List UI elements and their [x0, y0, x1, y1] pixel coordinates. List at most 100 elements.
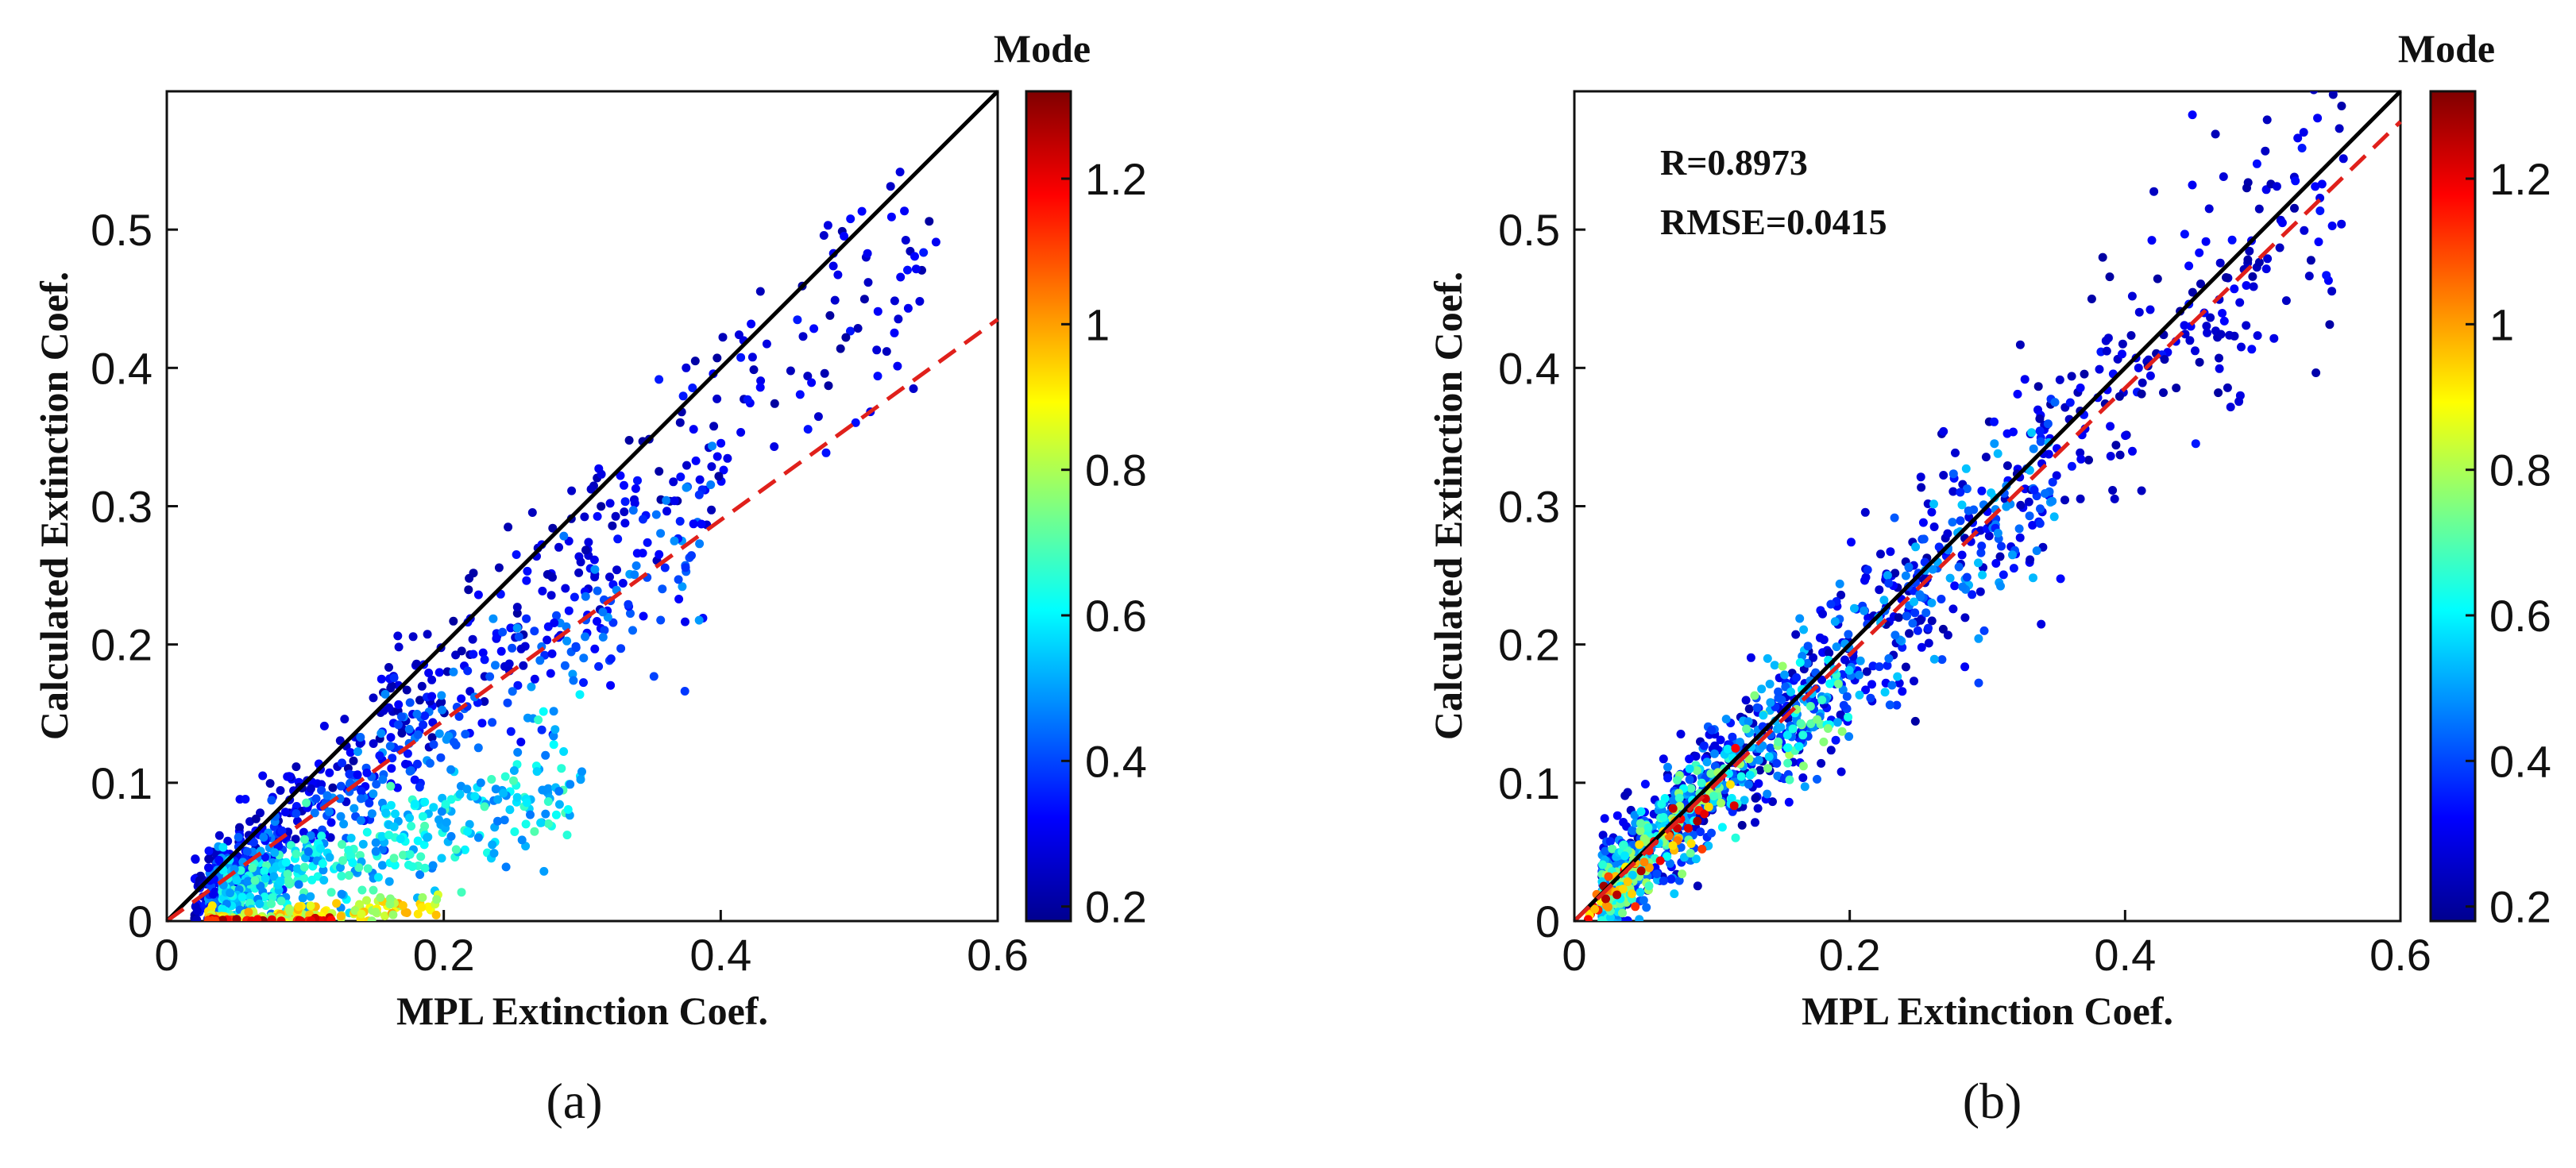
data-point	[2030, 485, 2039, 495]
data-point	[434, 668, 444, 677]
data-point	[441, 800, 450, 809]
data-point	[1916, 592, 1925, 602]
data-point	[319, 865, 328, 875]
data-point	[1929, 522, 1939, 531]
data-point	[1890, 569, 1900, 578]
data-point	[505, 805, 515, 815]
data-point	[2002, 429, 2012, 438]
data-point	[709, 422, 719, 431]
data-point	[1736, 738, 1744, 747]
data-point	[809, 324, 819, 333]
data-point	[894, 314, 903, 324]
data-point	[470, 792, 480, 801]
data-point	[2227, 235, 2237, 245]
data-point	[1916, 472, 1925, 482]
data-point	[1752, 703, 1762, 712]
data-point	[485, 672, 495, 681]
data-point	[1917, 642, 1926, 652]
x-tick-label: 0.2	[1819, 930, 1881, 980]
data-point	[2149, 187, 2159, 196]
data-point	[291, 835, 300, 844]
data-point	[708, 441, 717, 451]
data-point	[267, 796, 276, 805]
data-point	[655, 467, 664, 476]
data-point	[235, 823, 244, 832]
data-point	[2204, 204, 2214, 214]
data-point	[1799, 625, 1809, 634]
data-point	[192, 915, 202, 921]
data-point	[1704, 802, 1713, 811]
data-point	[1798, 761, 1808, 771]
data-point	[468, 634, 477, 644]
data-point	[1606, 913, 1615, 921]
data-point	[713, 394, 722, 403]
data-point	[1686, 784, 1696, 793]
data-point	[355, 900, 364, 909]
data-point	[238, 892, 247, 902]
data-point	[432, 895, 442, 904]
data-point	[346, 748, 355, 757]
data-point	[803, 372, 813, 381]
data-point	[419, 840, 429, 850]
data-point	[2180, 321, 2189, 330]
data-point	[2215, 364, 2224, 373]
data-point	[2118, 339, 2127, 349]
data-point	[1795, 614, 1805, 623]
data-point	[915, 297, 925, 306]
data-point	[1962, 484, 1972, 494]
data-point	[559, 531, 569, 541]
data-point	[1974, 678, 1983, 688]
data-point	[415, 696, 424, 705]
data-point	[306, 901, 315, 911]
data-point	[2338, 154, 2348, 164]
data-point	[1883, 571, 1892, 580]
data-point	[1663, 773, 1673, 783]
data-point	[405, 698, 415, 707]
data-point	[656, 529, 666, 538]
data-point	[825, 310, 835, 320]
data-point	[674, 595, 684, 603]
data-point	[1905, 629, 1914, 638]
data-point	[846, 214, 855, 224]
data-point	[527, 682, 536, 692]
data-point	[530, 626, 539, 636]
data-point	[371, 846, 380, 856]
data-point	[1627, 889, 1636, 899]
data-point	[1618, 841, 1628, 850]
data-point	[1728, 732, 1737, 742]
data-point	[2311, 368, 2321, 377]
data-point	[598, 633, 608, 642]
data-point	[242, 847, 252, 856]
data-point	[509, 766, 519, 775]
data-point	[302, 798, 311, 808]
data-point	[461, 730, 470, 739]
data-point	[491, 661, 500, 670]
data-point	[386, 733, 396, 742]
data-point	[1709, 792, 1718, 801]
data-point	[1863, 565, 1872, 575]
data-point	[893, 361, 902, 371]
data-point	[385, 900, 395, 909]
data-point	[223, 836, 233, 846]
data-point	[420, 711, 430, 720]
data-point	[910, 252, 919, 261]
data-point	[2029, 573, 2037, 583]
data-point	[450, 738, 458, 747]
data-point	[2304, 272, 2314, 281]
data-point	[1836, 590, 1846, 599]
data-point	[284, 876, 293, 885]
data-point	[1766, 743, 1775, 753]
data-point	[318, 859, 327, 869]
data-point	[2076, 454, 2086, 464]
data-point	[1968, 590, 1977, 599]
data-point	[335, 794, 345, 804]
data-point	[427, 692, 437, 701]
data-point	[418, 892, 427, 902]
data-point	[550, 725, 560, 734]
data-point	[463, 666, 473, 676]
data-point	[2013, 389, 2022, 399]
data-point	[2043, 419, 2053, 429]
data-point	[423, 902, 433, 912]
data-point	[695, 539, 705, 549]
data-point	[516, 738, 526, 746]
